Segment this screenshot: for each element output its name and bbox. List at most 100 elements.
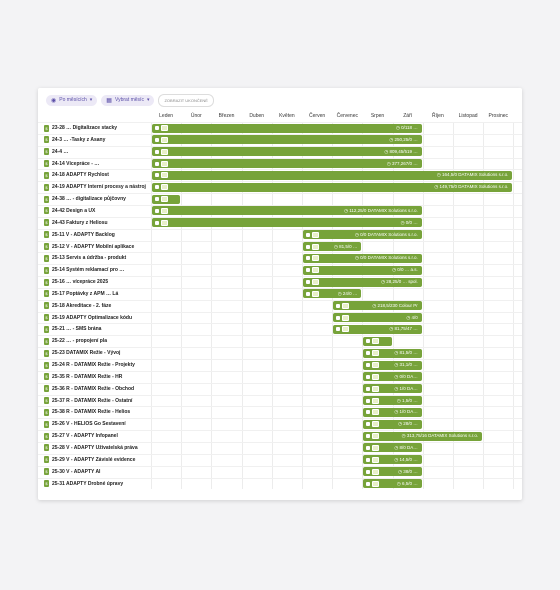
- project-timeline-bar[interactable]: ◷ 6,5/0 …: [363, 479, 422, 488]
- project-row-label[interactable]: $25-21 … - SMS brána: [44, 323, 101, 335]
- project-timeline-bar[interactable]: ◷ 28,25/0 … spol.: [303, 277, 422, 287]
- detail-icon[interactable]: [161, 207, 168, 214]
- checkbox-icon[interactable]: [366, 422, 371, 427]
- project-row-label[interactable]: $24-3 … -Tasky z Asany: [44, 134, 105, 146]
- detail-icon[interactable]: [372, 409, 380, 416]
- project-timeline-bar[interactable]: ◷ 4/0: [333, 313, 422, 323]
- detail-icon[interactable]: [372, 338, 380, 345]
- checkbox-icon[interactable]: [155, 126, 159, 130]
- project-timeline-bar[interactable]: ◷ 0/0 …: [152, 218, 422, 228]
- checkbox-icon[interactable]: [155, 185, 159, 190]
- checkbox-icon[interactable]: [306, 232, 310, 237]
- detail-icon[interactable]: [161, 160, 168, 167]
- project-row-label[interactable]: $25-13 Servis a údržba - produkt: [44, 252, 126, 264]
- detail-icon[interactable]: [312, 243, 319, 250]
- detail-icon[interactable]: [372, 373, 380, 380]
- checkbox-icon[interactable]: [155, 197, 159, 202]
- project-row-label[interactable]: $25-16 … vícepráce 2025: [44, 276, 108, 288]
- project-timeline-bar[interactable]: ◷ 0/0 DATAMIX Solutions s.r.o.: [303, 230, 422, 240]
- project-timeline-bar[interactable]: ◷ 250,25/0 …: [152, 135, 422, 145]
- project-timeline-bar[interactable]: ◷ 0/0 … a.s.: [303, 265, 422, 275]
- checkbox-icon[interactable]: [155, 137, 159, 142]
- show-completed-button[interactable]: ZOBRAZIT UKONČENÉ: [158, 93, 214, 107]
- project-row-label[interactable]: $25-19 ADAPTY Optimalizace kódu: [44, 312, 132, 324]
- project-timeline-bar[interactable]: ◷ 1/0 DA…: [363, 384, 422, 394]
- checkbox-icon[interactable]: [155, 208, 159, 213]
- project-timeline-bar[interactable]: ◷ 0/0 DATAMIX Solutions s.r.o.: [303, 253, 422, 263]
- project-row-label[interactable]: $25-38 R - DATAMIX Režie - Helios: [44, 406, 130, 418]
- checkbox-icon[interactable]: [336, 303, 341, 308]
- detail-icon[interactable]: [312, 267, 319, 274]
- project-row-label[interactable]: $24-42 Design a UX: [44, 205, 95, 217]
- project-row-label[interactable]: $24-38 … - digitalizace půjčovny: [44, 193, 126, 205]
- project-row-label[interactable]: $24-14 Vícepráce - …: [44, 158, 99, 170]
- project-timeline-bar[interactable]: ◷ 28/0 …: [363, 419, 422, 429]
- detail-icon[interactable]: [312, 231, 319, 238]
- project-row-label[interactable]: $25-17 Poptávky z APM … Lá: [44, 288, 118, 300]
- project-timeline-bar[interactable]: ◷ 313,75/16 DATAMIX Solutions s.r.o.: [363, 431, 483, 441]
- detail-icon[interactable]: [342, 326, 350, 333]
- detail-icon[interactable]: [372, 385, 380, 392]
- detail-icon[interactable]: [372, 480, 380, 487]
- project-row-label[interactable]: $25-18 Akreditace - 2. fáze: [44, 300, 111, 312]
- project-row-label[interactable]: $25-24 R - DATAMIX Režie - Projekty: [44, 359, 135, 371]
- project-row-label[interactable]: $25-14 Systém reklamací pro …: [44, 264, 124, 276]
- checkbox-icon[interactable]: [366, 469, 371, 474]
- project-row-label[interactable]: $25-23 DATAMIX Režie - Vývoj: [44, 347, 120, 359]
- checkbox-icon[interactable]: [336, 315, 341, 320]
- checkbox-icon[interactable]: [155, 161, 159, 166]
- checkbox-icon[interactable]: [306, 291, 310, 296]
- project-timeline-bar[interactable]: [363, 336, 392, 346]
- project-timeline-bar[interactable]: ◷ 8/0 DA…: [363, 443, 422, 453]
- checkbox-icon[interactable]: [366, 434, 371, 439]
- project-row-label[interactable]: $25-28 V - ADAPTY Uživatelská práva: [44, 442, 138, 454]
- detail-icon[interactable]: [372, 456, 380, 463]
- checkbox-icon[interactable]: [366, 398, 371, 403]
- project-row-label[interactable]: $25-27 V - ADAPTY Infopanel: [44, 430, 118, 442]
- checkbox-icon[interactable]: [366, 386, 371, 391]
- checkbox-icon[interactable]: [336, 327, 341, 332]
- project-timeline-bar[interactable]: ◷ 31,1/0 …: [363, 360, 422, 370]
- project-row-label[interactable]: $25-26 V - HELIOS Go Sestavení: [44, 418, 126, 430]
- project-row-label[interactable]: $24-18 ADAPTY Rychlost: [44, 169, 109, 181]
- detail-icon[interactable]: [161, 219, 168, 226]
- checkbox-icon[interactable]: [306, 268, 310, 273]
- project-timeline-bar[interactable]: ◷ 14,5/0 …: [363, 455, 422, 465]
- project-timeline-bar[interactable]: ◷ 112,25/0 DATAMIX Solutions s.r.o.: [152, 206, 422, 216]
- project-timeline-bar[interactable]: ◷ 377,267/0 …: [152, 159, 422, 169]
- detail-icon[interactable]: [372, 397, 380, 404]
- detail-icon[interactable]: [372, 350, 380, 357]
- checkbox-icon[interactable]: [366, 351, 371, 356]
- filter-by-month-dropdown[interactable]: ◉ Po měsících ▾: [46, 94, 98, 106]
- detail-icon[interactable]: [312, 290, 319, 297]
- detail-icon[interactable]: [372, 362, 380, 368]
- project-row-label[interactable]: $24-43 Faktury z Heliosu: [44, 217, 108, 229]
- project-row-label[interactable]: $25-35 R - DATAMIX Režie - HR: [44, 371, 122, 383]
- checkbox-icon[interactable]: [366, 457, 371, 462]
- detail-icon[interactable]: [161, 136, 168, 143]
- project-timeline-bar[interactable]: ◷ 218,5/230 Colour Pr: [333, 301, 422, 311]
- project-row-label[interactable]: $24-4 …: [44, 146, 68, 158]
- detail-icon[interactable]: [372, 468, 380, 475]
- project-row-label[interactable]: $23-28 … Digitalizace stacky: [44, 122, 117, 134]
- project-row-label[interactable]: $25-31 ADAPTY Drobné úpravy: [44, 478, 123, 490]
- project-timeline-bar[interactable]: ◷ 809,45/519 …: [152, 147, 422, 157]
- checkbox-icon[interactable]: [366, 374, 371, 379]
- project-row-label[interactable]: $25-29 V - ADAPTY Závislé evidence: [44, 454, 135, 466]
- project-timeline-bar[interactable]: ◷ 0/0 DA…: [363, 372, 422, 382]
- detail-icon[interactable]: [161, 172, 168, 179]
- project-timeline-bar[interactable]: [152, 194, 181, 204]
- detail-icon[interactable]: [342, 302, 350, 309]
- project-row-label[interactable]: $24-19 ADAPTY Interní procesy a nástroj: [44, 181, 146, 193]
- checkbox-icon[interactable]: [306, 280, 310, 285]
- checkbox-icon[interactable]: [155, 149, 159, 154]
- checkbox-icon[interactable]: [366, 445, 371, 450]
- detail-icon[interactable]: [161, 148, 168, 155]
- project-timeline-bar[interactable]: ◷ 0/118 …: [152, 123, 422, 133]
- checkbox-icon[interactable]: [306, 244, 310, 249]
- select-month-dropdown[interactable]: ▦ Vybrat měsíc ▾: [101, 94, 155, 106]
- detail-icon[interactable]: [372, 433, 380, 440]
- detail-icon[interactable]: [161, 125, 168, 131]
- checkbox-icon[interactable]: [366, 410, 371, 415]
- checkbox-icon[interactable]: [155, 173, 159, 178]
